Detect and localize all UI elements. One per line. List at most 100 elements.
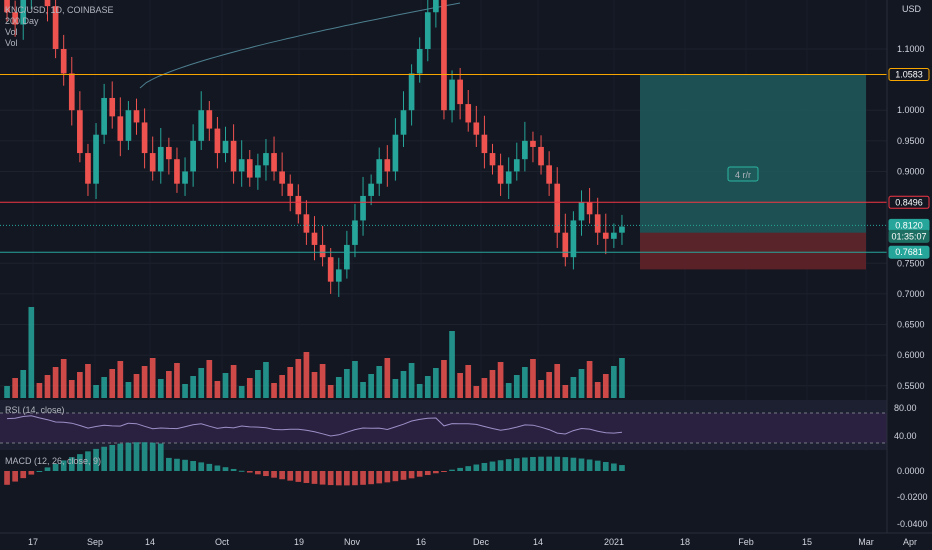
macd-bar-30	[246, 471, 253, 473]
candle-body-10	[85, 153, 91, 184]
volume-bar-2	[20, 370, 27, 398]
volume-bar-63	[513, 375, 520, 398]
candle-body-29	[238, 159, 245, 172]
macd-pane[interactable]	[0, 451, 887, 533]
rsi-line	[6, 415, 623, 437]
volume-bar-75	[611, 366, 617, 398]
candle-body-20	[166, 146, 172, 160]
volume-bar-68	[554, 364, 561, 398]
macd-ticks: 0.0000 -0.0200 -0.0400	[897, 466, 928, 529]
time-tick-13: Mar	[858, 537, 874, 547]
volume-bar-40	[327, 385, 334, 398]
volume-bar-43	[352, 361, 358, 398]
volume-bar-20	[166, 371, 172, 398]
macd-bar-62	[505, 459, 512, 471]
candle-body-39	[319, 244, 326, 258]
stop-zone[interactable]	[640, 232, 866, 270]
macd-bar-3	[28, 471, 35, 475]
time-tick-6: 16	[416, 537, 426, 547]
price-tick-2: 0.9500	[897, 136, 925, 146]
candle-body-40	[327, 257, 334, 282]
price-tick-0: 1.1000	[897, 44, 925, 54]
volume-bar-72	[586, 361, 593, 398]
volume-bar-69	[562, 385, 569, 398]
macd-bar-59	[481, 462, 488, 471]
ma-line	[139, 2, 461, 89]
macd-bar-50	[408, 471, 415, 479]
candle-body-72	[586, 202, 593, 215]
candle-body-60	[489, 153, 496, 166]
time-tick-2: 14	[145, 537, 155, 547]
volume-bar-47	[384, 358, 391, 398]
volume-bar-4	[36, 383, 43, 398]
macd-tick-2: -0.0400	[897, 519, 928, 529]
candle-body-55	[449, 79, 455, 111]
macd-bar-1	[12, 471, 18, 482]
macd-bar-61	[497, 460, 504, 471]
macd-bar-31	[255, 471, 261, 475]
macd-bar-15	[125, 442, 132, 471]
candle-body-45	[368, 183, 374, 196]
candle-body-58	[473, 122, 480, 135]
volume-bar-26	[214, 381, 221, 398]
macd-bar-7	[60, 460, 67, 471]
candle-body-59	[481, 134, 488, 154]
volume-bars	[4, 307, 625, 398]
macd-bar-14	[117, 443, 124, 471]
time-tick-0: 17	[28, 537, 38, 547]
candle-body-17	[141, 122, 148, 154]
time-tick-11: Feb	[738, 537, 754, 547]
volume-bar-74	[602, 374, 609, 398]
macd-bar-10	[85, 451, 91, 471]
price-tick-5: 0.7000	[897, 289, 925, 299]
volume-bar-71	[578, 369, 585, 398]
macd-bar-24	[198, 462, 205, 471]
volume-bar-9	[77, 372, 83, 398]
price-tag-2: 0.8120	[895, 220, 923, 230]
volume-bar-21	[174, 363, 180, 398]
volume-bar-11	[93, 385, 99, 398]
candle-body-15	[125, 110, 132, 141]
candle-body-49	[400, 110, 407, 135]
rsi-path	[6, 415, 623, 437]
volume-bar-12	[101, 377, 107, 398]
candle-body-35	[287, 183, 294, 196]
candle-body-34	[279, 171, 285, 184]
price-tick-7: 0.6000	[897, 350, 925, 360]
candle-body-54	[441, 0, 447, 111]
profit-zone[interactable]	[640, 74, 866, 253]
volume-bar-59	[481, 378, 488, 398]
volume-bar-33	[271, 383, 277, 398]
macd-bar-52	[424, 471, 431, 476]
candle-body-0	[4, 0, 10, 13]
macd-bar-19	[157, 443, 164, 471]
macd-tick-1: -0.0200	[897, 492, 928, 502]
macd-label: MACD (12, 26, close, 9)	[5, 456, 101, 466]
macd-bar-26	[214, 465, 221, 471]
candle-body-57	[465, 104, 472, 123]
price-tag-box-3	[888, 229, 930, 243]
ma-path	[139, 2, 461, 89]
candle-body-62	[505, 171, 512, 184]
volume-bar-13	[109, 369, 116, 398]
volume-bar-60	[489, 370, 496, 398]
candle-body-53	[433, 0, 439, 13]
candle-body-18	[149, 153, 156, 172]
macd-bar-47	[384, 471, 391, 483]
candle-body-25	[206, 110, 213, 129]
macd-bar-36	[295, 471, 302, 482]
candle-body-13	[109, 97, 116, 117]
candle-body-68	[554, 183, 561, 233]
macd-bar-25	[206, 463, 213, 471]
candle-body-33	[271, 153, 277, 172]
candle-body-50	[408, 73, 415, 111]
macd-bar-55	[449, 469, 455, 471]
candle-body-23	[190, 140, 196, 172]
price-tag-box-4	[888, 245, 930, 259]
rr-badge[interactable]	[727, 166, 759, 182]
time-axis[interactable]	[0, 533, 932, 550]
rsi-band	[0, 413, 887, 443]
price-axis[interactable]	[887, 0, 932, 533]
volume-bar-1	[12, 378, 18, 398]
